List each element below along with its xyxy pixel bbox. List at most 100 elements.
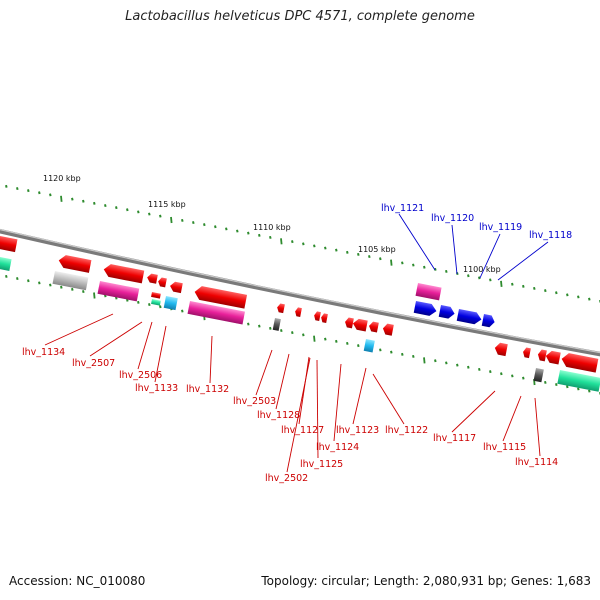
gene-lhv_1117: [494, 342, 508, 357]
gene-label-lhv_1133[interactable]: lhv_1133: [135, 383, 178, 394]
accession-text: Accession: NC_010080: [9, 574, 146, 588]
scale-tick: [82, 199, 85, 203]
gene-label-lhv_1121[interactable]: lhv_1121: [381, 203, 424, 214]
scale-tick: [566, 385, 569, 389]
gene-label-lhv_1134[interactable]: lhv_1134: [22, 347, 65, 358]
gene-label-lhv_1114[interactable]: lhv_1114: [515, 457, 558, 468]
leader-lhv_1125: [316, 359, 319, 459]
gene-lhv_1116-shape: [545, 350, 561, 365]
scale-tick: [93, 292, 96, 299]
gene-pink-2-shape: [187, 301, 245, 325]
topology-text: Topology: circular; Length: 2,080,931 bp…: [261, 574, 591, 588]
gene-edge-left: [0, 235, 18, 253]
scale-tick: [214, 225, 217, 229]
scale-tick: [137, 210, 140, 214]
gene-orange: [151, 292, 161, 299]
leader-lhv_1134: [44, 313, 114, 346]
gene-lhv_1123: [352, 318, 368, 332]
gene-label-lhv_1128[interactable]: lhv_1128: [257, 410, 300, 421]
gene-lhv_1114-shape: [561, 353, 599, 373]
gene-pink-3-shape: [415, 283, 442, 301]
scale-tick: [357, 252, 360, 256]
scale-tick: [533, 286, 536, 290]
leader-lhv_2506: [137, 321, 153, 370]
gene-label-lhv_1125[interactable]: lhv_1125: [300, 459, 343, 470]
gene-edge-teal: [0, 255, 12, 271]
gene-small-10: [382, 323, 394, 336]
gene-pink-1: [97, 281, 140, 302]
scale-tick: [335, 339, 338, 343]
leader-lhv_1115: [502, 395, 522, 442]
scale-tick: [544, 380, 547, 384]
scale-tick: [291, 331, 294, 335]
scale-tick: [555, 383, 558, 387]
scale-tick: [511, 282, 514, 286]
gene-lhv_1118-shape: [481, 314, 495, 328]
scale-tick: [401, 352, 404, 356]
scale-tick: [489, 370, 492, 374]
scale-tick: [324, 246, 327, 250]
gene-teal-2-shape: [557, 370, 600, 392]
scale-tick: [577, 387, 580, 391]
leader-lhv_2502: [286, 357, 311, 473]
scale-tick: [269, 326, 272, 330]
scale-tick: [577, 295, 580, 299]
gene-label-lhv_1132[interactable]: lhv_1132: [186, 384, 229, 395]
scale-tick: [247, 322, 250, 326]
gene-label-lhv_1124[interactable]: lhv_1124: [316, 442, 359, 453]
gene-label-lhv_2502[interactable]: lhv_2502: [265, 473, 308, 484]
gene-small-5-shape: [295, 307, 302, 317]
gene-label-lhv_2506[interactable]: lhv_2506: [119, 370, 162, 381]
gene-label-lhv_1127[interactable]: lhv_1127: [281, 425, 324, 436]
scale-label-1120: 1120 kbp: [43, 174, 81, 183]
gene-label-lhv_2507[interactable]: lhv_2507: [72, 358, 115, 369]
gene-lhv_1119-shape: [456, 309, 482, 325]
gene-small-6: [314, 311, 321, 321]
gene-small-2: [158, 277, 167, 288]
gene-dark-1-shape: [272, 318, 281, 331]
gene-label-lhv_1123[interactable]: lhv_1123: [336, 425, 379, 436]
scale-tick: [445, 269, 448, 273]
scale-tick: [126, 208, 129, 212]
gene-dark-2: [533, 368, 544, 383]
scale-tick: [203, 223, 206, 227]
scale-tick: [258, 324, 261, 328]
gene-small-10-shape: [382, 323, 394, 336]
gene-lhv_2507-upper: [103, 264, 145, 284]
leader-lhv_1120: [451, 224, 458, 275]
scale-tick: [522, 376, 525, 380]
scale-tick: [159, 214, 162, 218]
scale-tick: [170, 216, 173, 224]
gene-small-2-shape: [158, 277, 167, 288]
leader-lhv_1119: [479, 233, 501, 279]
gene-label-lhv_1122[interactable]: lhv_1122: [385, 425, 428, 436]
gene-label-lhv_1120[interactable]: lhv_1120: [431, 213, 474, 224]
gene-teal-2: [557, 370, 600, 392]
scale-tick: [511, 374, 514, 378]
gene-label-lhv_1115[interactable]: lhv_1115: [483, 442, 526, 453]
gene-pink-1-shape: [97, 281, 140, 302]
gene-small-3: [170, 281, 183, 294]
scale-tick: [346, 250, 349, 254]
gene-small-3-shape: [170, 281, 183, 294]
scale-tick: [16, 277, 19, 281]
gene-label-lhv_1119[interactable]: lhv_1119: [479, 222, 522, 233]
scale-tick: [500, 372, 503, 376]
gene-lhv_1121: [413, 301, 437, 316]
scale-tick: [346, 341, 349, 345]
scale-tick: [313, 244, 316, 248]
gene-label-lhv_1118[interactable]: lhv_1118: [529, 230, 572, 241]
gene-cyan-2: [363, 339, 375, 353]
scale-tick: [445, 361, 448, 365]
gene-cyan-1-shape: [163, 296, 178, 311]
scale-label-1115: 1115 kbp: [148, 200, 186, 209]
scale-tick: [302, 333, 305, 337]
scale-tick: [247, 231, 250, 235]
scale-tick: [280, 238, 283, 245]
scale-tick: [104, 204, 107, 208]
gene-lhv_1120: [438, 305, 455, 319]
gene-label-lhv_1117[interactable]: lhv_1117: [433, 433, 476, 444]
gene-label-lhv_2503[interactable]: lhv_2503: [233, 396, 276, 407]
gene-small-7-shape: [321, 313, 328, 323]
scale-tick: [423, 265, 426, 269]
